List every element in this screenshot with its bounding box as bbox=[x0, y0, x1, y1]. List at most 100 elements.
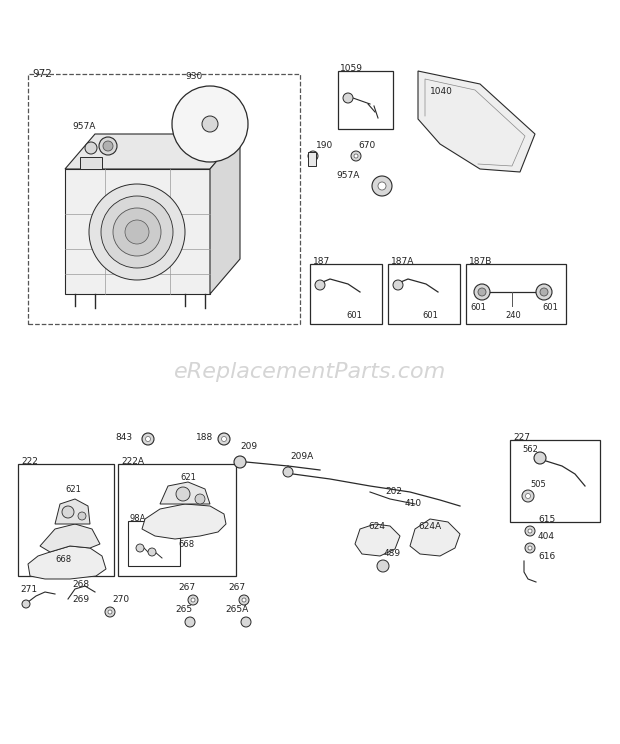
Text: 668: 668 bbox=[178, 540, 194, 549]
Circle shape bbox=[136, 544, 144, 552]
Polygon shape bbox=[355, 524, 400, 556]
Bar bbox=[28, 74, 300, 324]
Circle shape bbox=[525, 543, 535, 553]
Text: 209A: 209A bbox=[290, 452, 313, 461]
Circle shape bbox=[202, 116, 218, 132]
Text: 187A: 187A bbox=[391, 257, 414, 266]
Text: 1040: 1040 bbox=[430, 87, 453, 96]
Polygon shape bbox=[40, 524, 100, 552]
Bar bbox=[80, 157, 102, 169]
Text: 930: 930 bbox=[185, 72, 202, 81]
Circle shape bbox=[474, 284, 490, 300]
Text: 187: 187 bbox=[313, 257, 330, 266]
Text: 268: 268 bbox=[72, 580, 89, 589]
Polygon shape bbox=[210, 134, 240, 294]
Bar bbox=[310, 264, 382, 324]
Circle shape bbox=[22, 600, 30, 608]
Polygon shape bbox=[65, 134, 240, 169]
Circle shape bbox=[108, 610, 112, 614]
Circle shape bbox=[105, 607, 115, 617]
Circle shape bbox=[142, 433, 154, 445]
Circle shape bbox=[525, 526, 535, 536]
Text: 601: 601 bbox=[346, 311, 362, 320]
Text: 621: 621 bbox=[65, 485, 81, 494]
Text: 843: 843 bbox=[115, 433, 132, 442]
Bar bbox=[118, 464, 236, 576]
Circle shape bbox=[148, 548, 156, 556]
Text: 404: 404 bbox=[538, 532, 555, 541]
Text: 957A: 957A bbox=[336, 171, 360, 180]
Text: 562: 562 bbox=[522, 445, 538, 454]
Circle shape bbox=[528, 529, 532, 533]
Text: 972: 972 bbox=[32, 69, 52, 79]
Circle shape bbox=[354, 154, 358, 158]
Circle shape bbox=[103, 141, 113, 151]
Bar bbox=[18, 464, 114, 576]
Circle shape bbox=[241, 617, 251, 627]
Text: 190: 190 bbox=[316, 141, 333, 150]
Text: 187B: 187B bbox=[469, 257, 492, 266]
Circle shape bbox=[242, 598, 246, 602]
Text: 227: 227 bbox=[513, 433, 530, 442]
Text: 209: 209 bbox=[240, 442, 257, 451]
Circle shape bbox=[283, 467, 293, 477]
Bar bbox=[308, 152, 316, 166]
Bar bbox=[338, 71, 393, 129]
Circle shape bbox=[343, 93, 353, 103]
Text: 668: 668 bbox=[55, 555, 71, 564]
Text: 489: 489 bbox=[384, 549, 401, 558]
Circle shape bbox=[125, 220, 149, 244]
Text: 621: 621 bbox=[180, 473, 196, 482]
Circle shape bbox=[540, 288, 548, 296]
Circle shape bbox=[188, 595, 198, 605]
Polygon shape bbox=[28, 546, 106, 579]
Polygon shape bbox=[160, 482, 210, 504]
Circle shape bbox=[315, 280, 325, 290]
Circle shape bbox=[478, 288, 486, 296]
Circle shape bbox=[176, 487, 190, 501]
Polygon shape bbox=[418, 71, 535, 172]
Circle shape bbox=[378, 182, 386, 190]
Circle shape bbox=[528, 546, 532, 550]
Circle shape bbox=[308, 151, 318, 161]
Text: 505: 505 bbox=[530, 480, 546, 489]
Polygon shape bbox=[410, 519, 460, 556]
Bar bbox=[510, 440, 600, 522]
Circle shape bbox=[146, 437, 151, 441]
Text: 624A: 624A bbox=[418, 522, 441, 531]
Polygon shape bbox=[55, 499, 90, 524]
Text: 624: 624 bbox=[368, 522, 385, 531]
Text: 267: 267 bbox=[228, 583, 245, 592]
Circle shape bbox=[185, 617, 195, 627]
Bar bbox=[466, 264, 566, 324]
Bar bbox=[388, 264, 460, 324]
Circle shape bbox=[234, 456, 246, 468]
Circle shape bbox=[526, 493, 531, 498]
Text: 270: 270 bbox=[112, 595, 129, 604]
Text: 188: 188 bbox=[196, 433, 213, 442]
Circle shape bbox=[372, 176, 392, 196]
Circle shape bbox=[89, 184, 185, 280]
Text: eReplacementParts.com: eReplacementParts.com bbox=[174, 362, 446, 382]
Text: 615: 615 bbox=[538, 515, 556, 524]
Text: 222: 222 bbox=[21, 457, 38, 466]
Text: 98A: 98A bbox=[130, 514, 146, 523]
Circle shape bbox=[101, 196, 173, 268]
Polygon shape bbox=[65, 169, 210, 294]
Circle shape bbox=[113, 208, 161, 256]
Text: 670: 670 bbox=[358, 141, 375, 150]
Circle shape bbox=[377, 560, 389, 572]
Circle shape bbox=[534, 452, 546, 464]
Circle shape bbox=[393, 280, 403, 290]
Text: 1059: 1059 bbox=[340, 64, 363, 73]
Circle shape bbox=[536, 284, 552, 300]
Text: 957A: 957A bbox=[72, 122, 95, 131]
Text: 202: 202 bbox=[385, 487, 402, 496]
Circle shape bbox=[522, 490, 534, 502]
Text: 240: 240 bbox=[505, 311, 521, 320]
Text: 269: 269 bbox=[72, 595, 89, 604]
Text: 616: 616 bbox=[538, 552, 556, 561]
Text: 265: 265 bbox=[175, 605, 192, 614]
Text: 222A: 222A bbox=[121, 457, 144, 466]
Bar bbox=[128, 521, 180, 566]
